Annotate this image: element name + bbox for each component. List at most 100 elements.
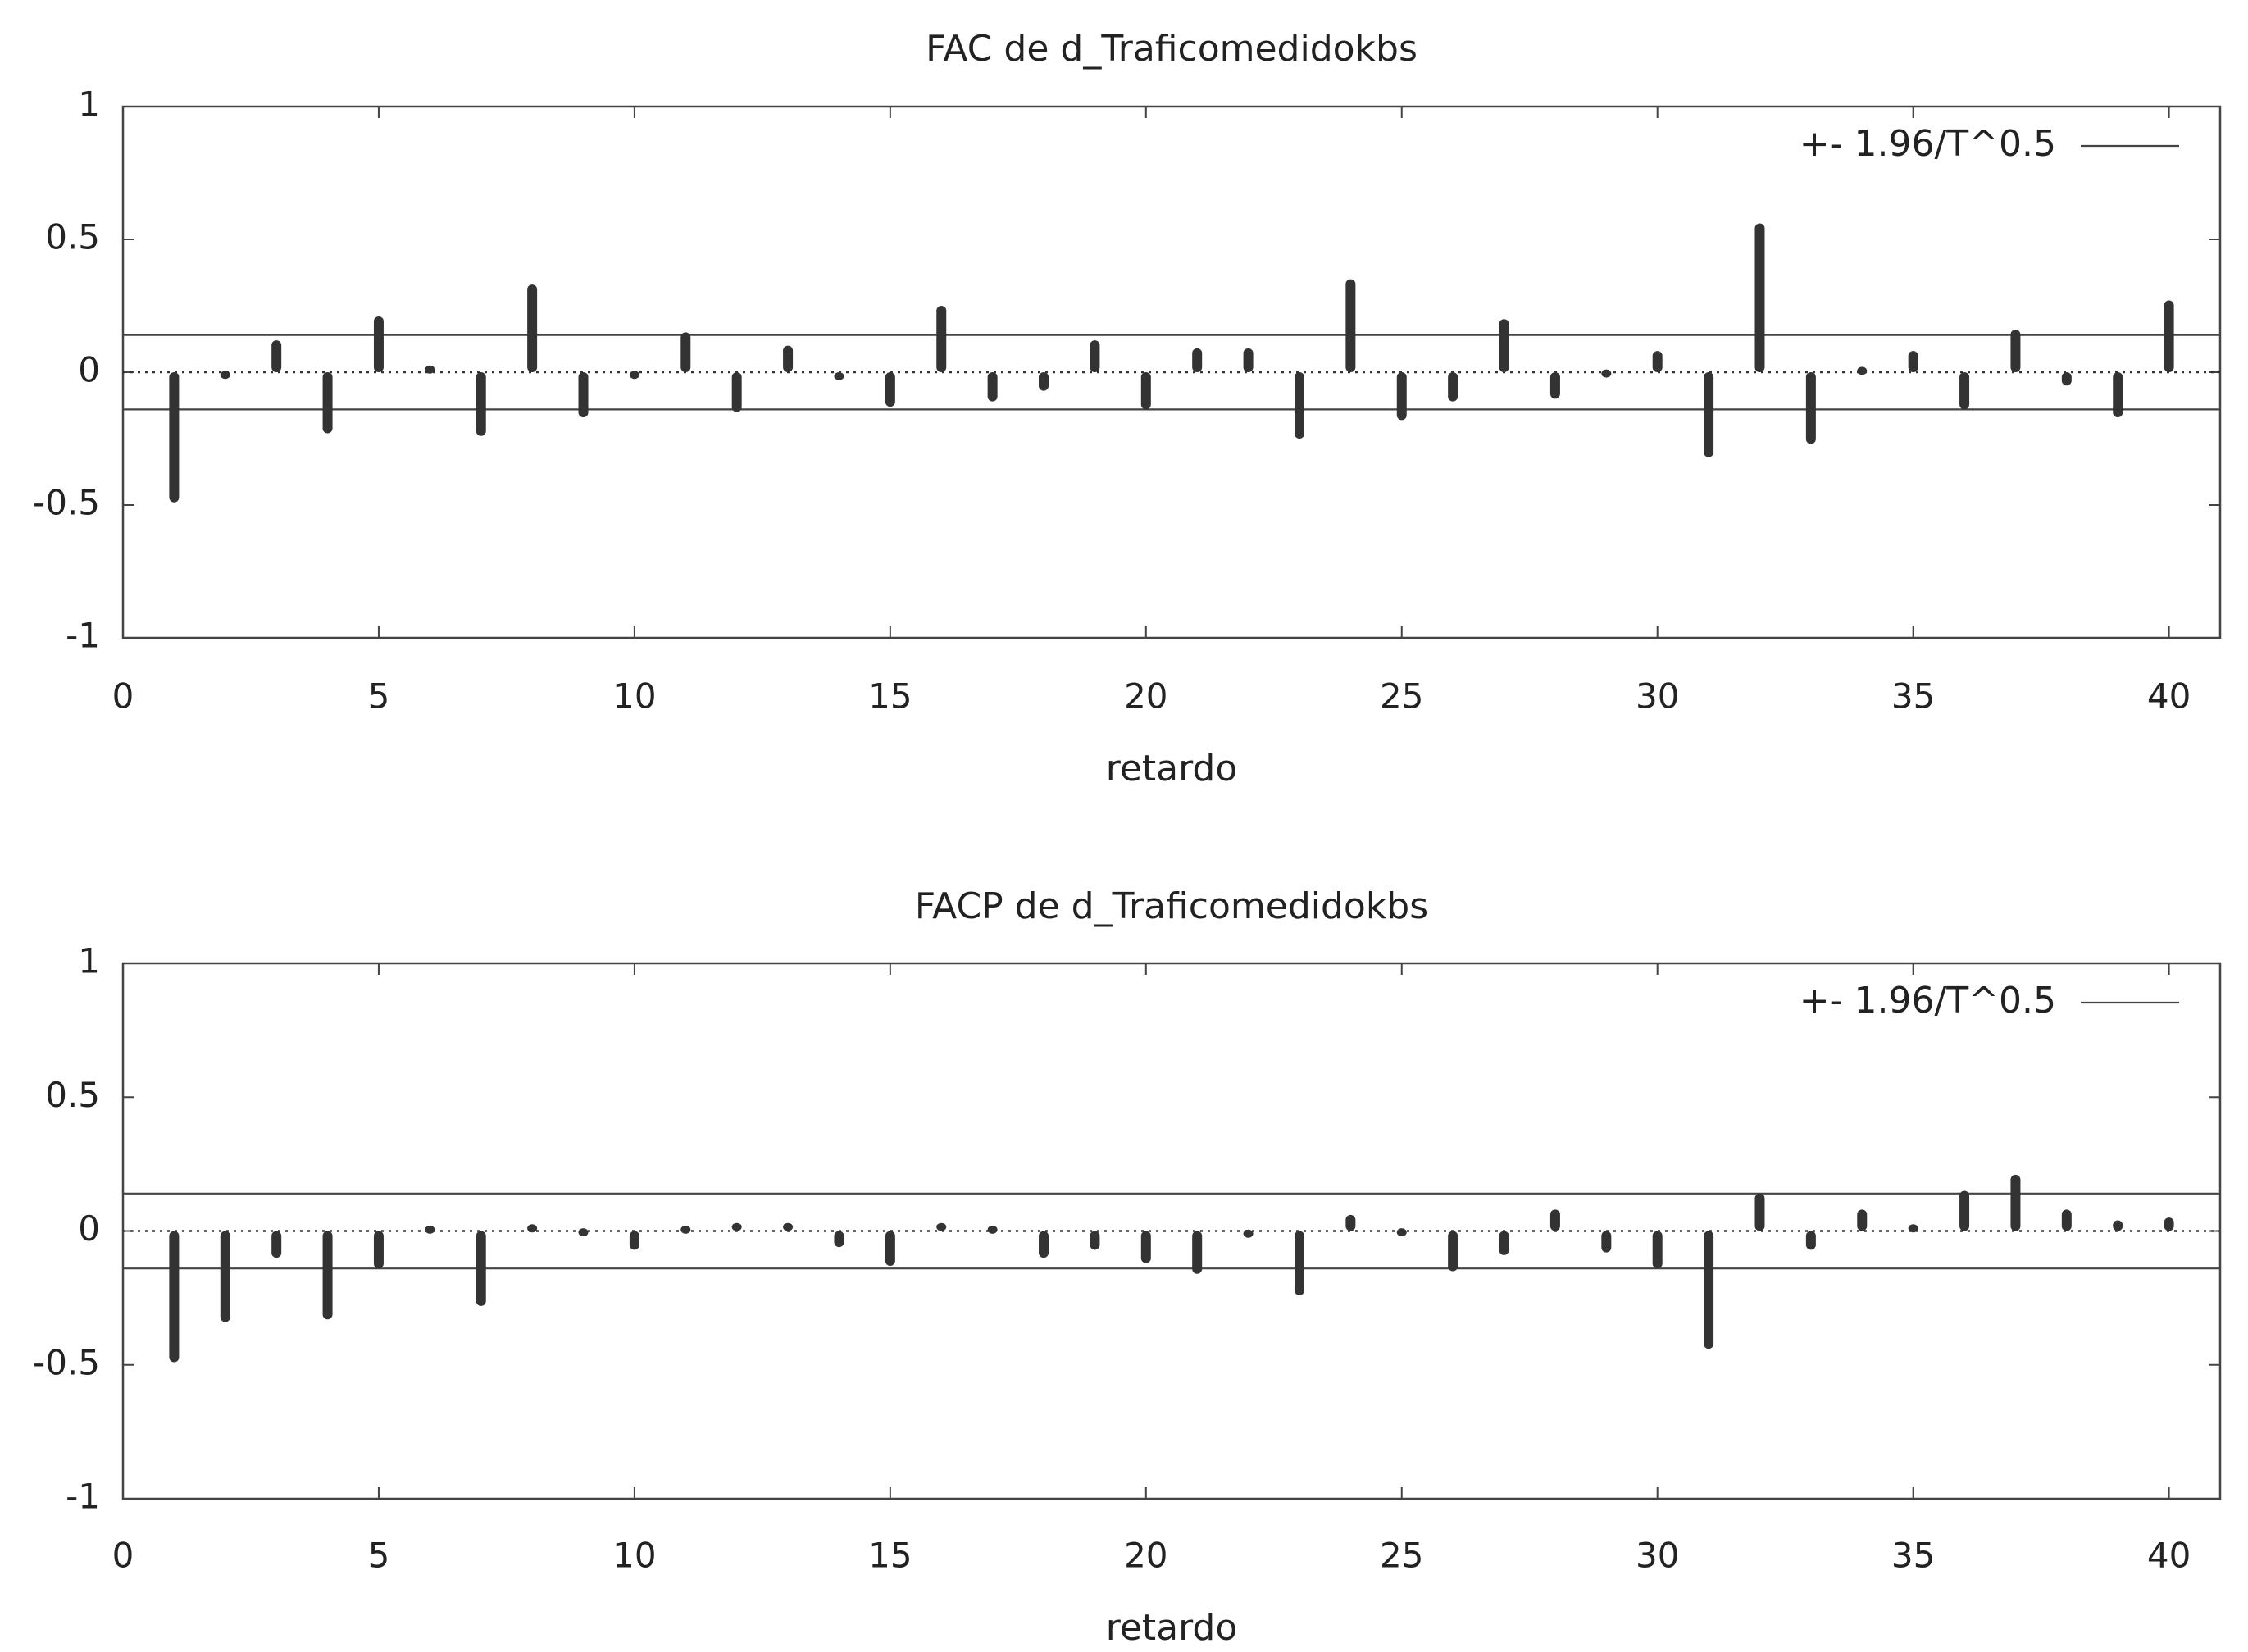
x-tick-label: 35 [1891, 1536, 1935, 1576]
correlation-bar [2113, 372, 2123, 418]
correlation-bar [731, 1222, 742, 1231]
correlation-bar [169, 372, 180, 503]
correlation-bar [1090, 340, 1100, 372]
correlation-bar [936, 306, 947, 372]
y-tick-label: 0.5 [45, 1075, 100, 1115]
correlation-bar [936, 1222, 947, 1231]
correlation-bar [783, 1222, 794, 1231]
correlation-bar [271, 1231, 282, 1258]
x-tick-label: 5 [368, 676, 390, 717]
correlation-bar [834, 372, 844, 380]
correlation-bar [1294, 372, 1304, 439]
correlation-bar [322, 372, 333, 434]
correlation-bar [1448, 1231, 1458, 1272]
correlation-bar [1243, 1229, 1254, 1238]
correlation-bar [2113, 1220, 2123, 1231]
x-tick-label: 20 [1124, 1536, 1167, 1576]
correlation-bar [527, 284, 538, 372]
correlation-bar [1754, 1193, 1765, 1231]
x-tick-label: 5 [368, 1536, 390, 1576]
correlation-bar [578, 372, 589, 418]
correlation-bar [1908, 351, 1918, 372]
correlation-bar [1601, 369, 1612, 378]
x-tick-label: 40 [2147, 676, 2191, 717]
legend-label: +- 1.96/T^0.5 [1800, 123, 2056, 165]
chart-title: FACP de d_Traficomedidokbs [915, 885, 1428, 927]
correlation-bar [1396, 1228, 1407, 1237]
correlation-bar [1499, 1231, 1509, 1255]
correlation-bar [476, 1231, 486, 1306]
y-tick-label: -1 [66, 1477, 100, 1517]
legend-label: +- 1.96/T^0.5 [1800, 980, 2056, 1022]
correlation-bar [1857, 1209, 1868, 1231]
y-tick-label: 1 [78, 84, 100, 125]
correlation-bar [1805, 372, 1816, 444]
correlation-bar [1192, 1231, 1203, 1274]
correlation-bar [1704, 1231, 1714, 1349]
y-tick-label: -0.5 [33, 483, 100, 523]
correlation-bar [1601, 1231, 1612, 1253]
y-tick-label: 0 [78, 1208, 100, 1249]
correlation-bar [1039, 1231, 1049, 1258]
correlation-bar [1959, 1190, 1970, 1231]
correlation-bar [1959, 372, 1970, 410]
x-tick-label: 30 [1636, 676, 1679, 717]
correlation-bar [1140, 372, 1151, 410]
correlation-bar [1294, 1231, 1304, 1295]
correlation-bar [1754, 223, 1765, 372]
correlation-bar [1243, 348, 1254, 372]
correlation-bar [322, 1231, 333, 1320]
y-tick-label: -0.5 [33, 1342, 100, 1382]
chart-title: FAC de d_Traficomedidokbs [926, 28, 1418, 70]
correlation-bar [1345, 279, 1356, 372]
correlation-bar [425, 1225, 435, 1234]
x-tick-label: 10 [612, 1536, 656, 1576]
acf-panel: FAC de d_Traficomedidokbs-1-0.500.510 5 10… [33, 28, 2222, 790]
x-axis-label: retardo [1106, 1607, 1238, 1649]
x-tick-label: 15 [868, 676, 912, 717]
x-tick-label: 40 [2147, 1536, 2191, 1576]
correlation-bar [629, 371, 639, 380]
correlation-bar [629, 1231, 639, 1250]
y-tick-label: 0.5 [45, 217, 100, 257]
correlation-bar [373, 1231, 384, 1269]
correlation-bar [2061, 1209, 2072, 1231]
correlation-bar [2164, 1217, 2174, 1231]
correlation-bar [425, 365, 435, 374]
correlation-bar [1652, 1231, 1663, 1269]
y-tick-label: 0 [78, 350, 100, 390]
correlation-bar [2164, 300, 2174, 372]
correlation-bar [680, 1225, 691, 1234]
x-tick-label: 0 [112, 1536, 134, 1576]
x-tick-label: 25 [1380, 1536, 1423, 1576]
correlation-bar [1805, 1231, 1816, 1250]
correlation-bar [220, 1231, 230, 1322]
correlation-bar [1090, 1231, 1100, 1250]
correlation-bar [476, 372, 486, 436]
pacf-panel: FACP de d_Traficomedidokbs-1-0.500.510 5 1… [33, 885, 2222, 1649]
x-tick-label: 20 [1124, 676, 1167, 717]
correlation-bar [578, 1228, 589, 1237]
correlation-bar [1549, 372, 1560, 399]
correlation-bar [2010, 1174, 2021, 1231]
correlation-bar [1857, 366, 1868, 375]
correlation-bar [783, 345, 794, 372]
correlation-bar [987, 372, 998, 402]
correlation-bar [373, 316, 384, 372]
correlation-bar [1908, 1224, 1918, 1233]
correlation-bar [220, 371, 230, 380]
correlation-bar [1039, 372, 1049, 391]
correlation-bar [2061, 372, 2072, 386]
correlation-bar [1396, 372, 1407, 421]
correlation-bar [885, 1231, 895, 1266]
correlation-bar [834, 1231, 844, 1248]
x-tick-label: 25 [1380, 676, 1423, 717]
x-tick-label: 30 [1636, 1536, 1679, 1576]
correlation-bar [527, 1224, 538, 1233]
correlation-bar [987, 1225, 998, 1234]
x-axis-label: retardo [1106, 748, 1238, 790]
correlation-bar [2010, 330, 2021, 372]
x-tick-label: 10 [612, 676, 656, 717]
